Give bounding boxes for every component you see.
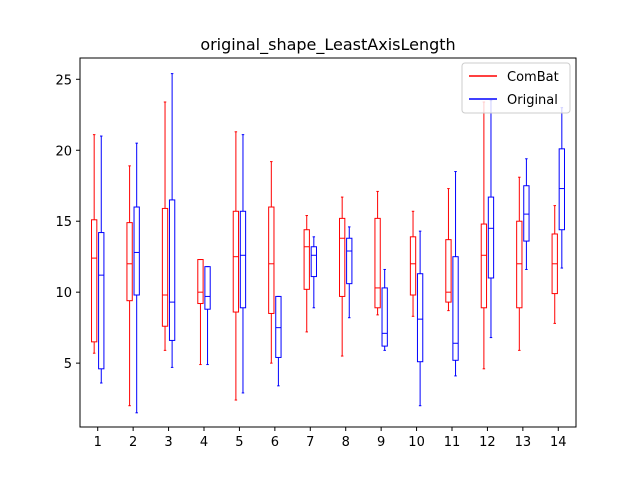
x-tick-label: 4	[200, 435, 208, 450]
x-tick-label: 14	[550, 435, 567, 450]
iqr-box	[381, 287, 388, 347]
iqr-box	[232, 210, 240, 313]
plot-frame	[79, 57, 577, 428]
iqr-box	[346, 237, 353, 285]
box-original-8	[346, 226, 353, 319]
box-combat-11	[445, 188, 452, 312]
box-combat-5	[232, 131, 240, 401]
x-tick-label: 8	[342, 435, 350, 450]
iqr-box	[480, 223, 488, 309]
box-original-5	[239, 134, 247, 394]
box-original-6	[275, 295, 282, 387]
x-tick-label: 12	[479, 435, 496, 450]
box-original-7	[310, 236, 317, 309]
iqr-box	[310, 246, 317, 278]
iqr-box	[339, 217, 346, 297]
box-combat-14	[551, 205, 558, 324]
x-tick-label: 7	[306, 435, 314, 450]
box-original-9	[381, 268, 388, 351]
box-combat-6	[268, 161, 275, 364]
x-tick-label: 6	[271, 435, 279, 450]
y-tick-label: 10	[55, 286, 72, 301]
iqr-box	[445, 239, 452, 303]
iqr-box	[523, 185, 530, 242]
y-tick-label: 25	[55, 73, 72, 88]
box-original-1	[98, 135, 105, 384]
x-tick-label: 3	[164, 435, 172, 450]
legend: ComBat Original	[461, 62, 571, 114]
iqr-box	[161, 207, 169, 327]
box-original-3	[168, 73, 176, 368]
plot-area	[91, 73, 565, 414]
x-axis: 1 2 3 4 5 6 7 8 9 10 11 12 13 14	[94, 427, 567, 450]
x-tick-label: 11	[444, 435, 461, 450]
x-tick-label: 5	[235, 435, 243, 450]
box-original-12	[487, 100, 495, 339]
box-combat-4	[197, 259, 204, 366]
x-tick-label: 2	[129, 435, 137, 450]
box-original-13	[523, 158, 530, 270]
iqr-box	[133, 206, 140, 296]
box-combat-8	[339, 196, 346, 357]
iqr-box	[98, 232, 105, 370]
iqr-box	[487, 196, 495, 279]
iqr-box	[516, 220, 523, 309]
iqr-box	[204, 266, 211, 310]
iqr-box	[168, 199, 176, 341]
iqr-box	[275, 295, 282, 358]
box-combat-7	[303, 215, 310, 333]
iqr-box	[374, 217, 381, 309]
iqr-box	[91, 219, 98, 343]
y-tick-label: 20	[55, 144, 72, 159]
box-combat-3	[161, 101, 169, 351]
iqr-box	[452, 256, 459, 361]
iqr-box	[303, 229, 310, 290]
x-tick-label: 10	[408, 435, 425, 450]
box-original-2	[133, 142, 140, 414]
iqr-box	[126, 222, 133, 302]
box-combat-10	[409, 210, 417, 317]
chart-title: original_shape_LeastAxisLength	[200, 35, 455, 55]
y-tick-label: 15	[55, 215, 72, 230]
y-tick-label: 5	[64, 357, 72, 372]
box-original-10	[416, 230, 424, 407]
x-tick-label: 9	[377, 435, 385, 450]
legend-label-combat: ComBat	[507, 70, 559, 85]
box-combat-1	[91, 134, 98, 354]
x-tick-label: 1	[94, 435, 102, 450]
y-axis: 5 10 15 20 25	[55, 73, 80, 372]
box-combat-13	[516, 176, 523, 351]
box-original-4	[204, 266, 211, 366]
iqr-box	[268, 206, 275, 314]
box-combat-12	[480, 101, 488, 370]
box-original-11	[452, 171, 459, 377]
box-combat-2	[126, 165, 133, 407]
x-tick-label: 13	[515, 435, 532, 450]
iqr-box	[416, 273, 424, 363]
iqr-box	[197, 259, 204, 305]
legend-label-original: Original	[507, 93, 558, 108]
iqr-box	[239, 210, 247, 309]
iqr-box	[558, 148, 565, 231]
box-original-14	[558, 107, 565, 269]
box-combat-9	[374, 190, 381, 316]
iqr-box	[409, 236, 417, 296]
